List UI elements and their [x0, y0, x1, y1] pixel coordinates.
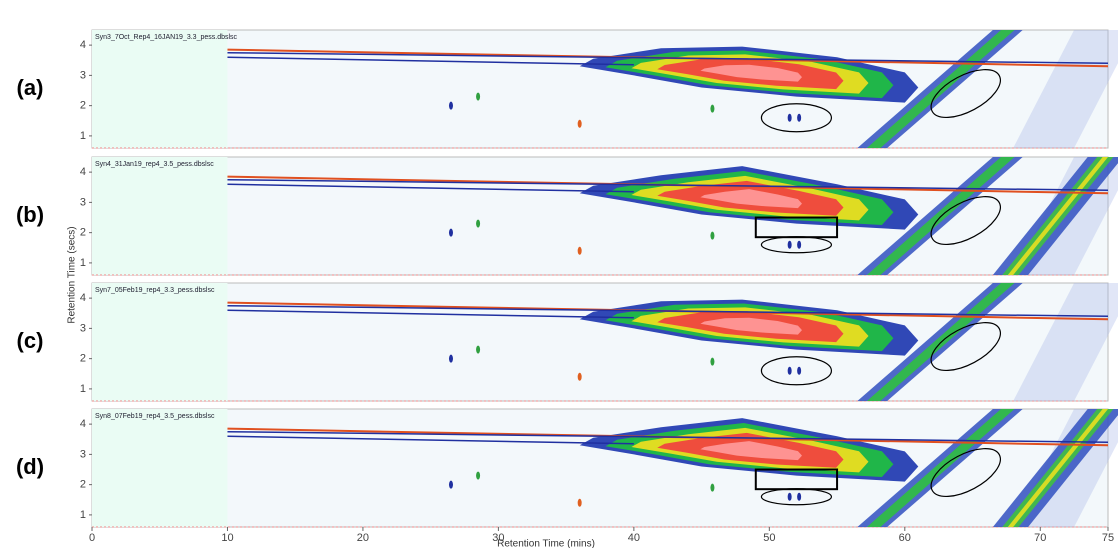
- peak: [476, 346, 480, 354]
- y-tick-label: 1: [80, 509, 86, 521]
- file-name: Syn7_05Feb19_rep4_3.3_pess.dbslsc: [95, 287, 215, 294]
- peak: [710, 232, 714, 240]
- x-tick-label: 20: [357, 532, 369, 544]
- file-name: Syn8_07Feb19_rep4_3.5_pess.dbslsc: [95, 413, 215, 420]
- panel-label: (a): [17, 75, 44, 100]
- y-tick-label: 2: [80, 100, 86, 112]
- y-tick-label: 2: [80, 479, 86, 491]
- y-tick-label: 1: [80, 130, 86, 142]
- peak: [788, 241, 792, 249]
- panel-label: (d): [16, 454, 44, 479]
- panel: Syn7_05Feb19_rep4_3.3_pess.dbslsc (c) 1 2 3 4: [17, 283, 1118, 401]
- y-tick-label: 4: [80, 166, 86, 178]
- peak: [578, 499, 582, 507]
- peak: [449, 102, 453, 110]
- peak: [578, 373, 582, 381]
- panel-background: [92, 409, 1108, 527]
- panel-label: (b): [16, 202, 44, 227]
- peak: [449, 481, 453, 489]
- peak: [449, 229, 453, 237]
- peak: [788, 114, 792, 122]
- x-tick-label: 75: [1102, 532, 1114, 544]
- x-axis-label: Retention Time (mins): [497, 539, 595, 548]
- peak: [578, 120, 582, 128]
- peak: [788, 493, 792, 501]
- x-tick-label: 30: [492, 532, 504, 544]
- panel: Syn8_07Feb19_rep4_3.5_pess.dbslsc (d) 1 2 3 4: [16, 409, 1118, 527]
- y-tick-label: 2: [80, 227, 86, 239]
- x-tick-label: 40: [628, 532, 640, 544]
- y-tick-label: 4: [80, 39, 86, 51]
- x-tick-label: 10: [221, 532, 233, 544]
- peak: [788, 367, 792, 375]
- x-tick-label: 70: [1034, 532, 1046, 544]
- peak: [797, 114, 801, 122]
- blank-region: [92, 283, 227, 401]
- y-tick-label: 3: [80, 196, 86, 208]
- peak: [797, 367, 801, 375]
- x-tick-label: 60: [899, 532, 911, 544]
- y-axis-label: Retention Time (secs): [67, 226, 78, 323]
- peak: [449, 355, 453, 363]
- y-tick-label: 3: [80, 322, 86, 334]
- y-tick-label: 1: [80, 383, 86, 395]
- y-tick-label: 4: [80, 418, 86, 430]
- panel: Syn4_31Jan19_rep4_3.5_pess.dbslsc (b) 1 2 3 4: [16, 157, 1118, 275]
- blank-region: [92, 30, 227, 148]
- file-name: Syn3_7Oct_Rep4_16JAN19_3.3_pess.dbslsc: [95, 34, 238, 41]
- peak: [797, 493, 801, 501]
- peak: [476, 220, 480, 228]
- panel-background: [92, 283, 1108, 401]
- x-tick-label: 50: [763, 532, 775, 544]
- file-name: Syn4_31Jan19_rep4_3.5_pess.dbslsc: [95, 161, 214, 168]
- peak: [710, 105, 714, 113]
- peak: [578, 247, 582, 255]
- y-tick-label: 2: [80, 353, 86, 365]
- x-tick-label: 0: [89, 532, 95, 544]
- peak: [710, 484, 714, 492]
- y-tick-label: 3: [80, 448, 86, 460]
- y-tick-label: 4: [80, 292, 86, 304]
- peak: [710, 358, 714, 366]
- blank-region: [92, 157, 227, 275]
- panel-label: (c): [17, 328, 44, 353]
- blank-region: [92, 409, 227, 527]
- panel-background: [92, 30, 1108, 148]
- y-tick-label: 3: [80, 69, 86, 81]
- peak: [476, 93, 480, 101]
- peak: [797, 241, 801, 249]
- peak: [476, 472, 480, 480]
- panel: Syn3_7Oct_Rep4_16JAN19_3.3_pess.dbslsc (a…: [17, 30, 1118, 148]
- panel-background: [92, 157, 1108, 275]
- figure: Retention Time (mins) Retention Time (se…: [0, 0, 1118, 548]
- y-tick-label: 1: [80, 257, 86, 269]
